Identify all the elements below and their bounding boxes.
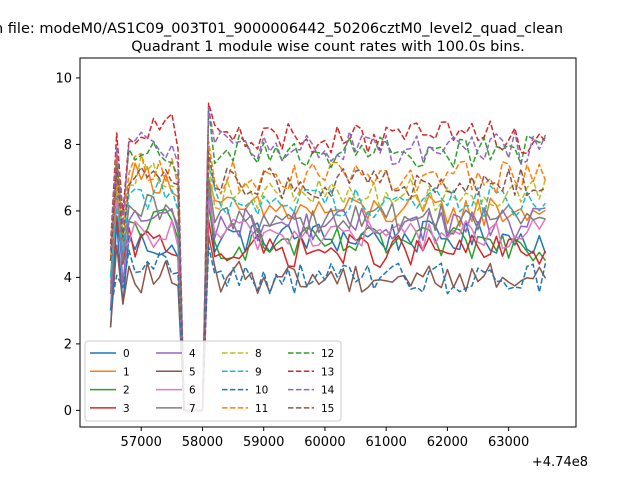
- y-axis: 0 2 4 6 8 10: [55, 71, 80, 419]
- legend-label-9: 9: [255, 366, 262, 378]
- y-tick-label: 4: [64, 271, 72, 286]
- y-tick-label: 8: [64, 138, 72, 153]
- y-tick-label: 6: [64, 204, 72, 219]
- legend-label-8: 8: [255, 348, 262, 360]
- x-axis: 57000 58000 59000 60000 61000 62000 63000: [121, 427, 529, 450]
- legend-label-3: 3: [123, 403, 130, 415]
- y-tick-label: 0: [64, 404, 72, 419]
- y-tick-label: 10: [55, 71, 72, 86]
- plot-frame: [79, 57, 577, 428]
- x-tick-label: 62000: [427, 435, 468, 450]
- legend-label-1: 1: [123, 366, 130, 378]
- figure-suptitle: n file: modeM0/AS1C09_003T01_9000006442_…: [0, 21, 563, 37]
- x-tick-label: 60000: [304, 435, 345, 450]
- x-tick-label: 63000: [488, 435, 529, 450]
- legend-label-10: 10: [255, 385, 268, 397]
- legend-label-14: 14: [321, 385, 335, 397]
- series-line-13: [109, 102, 546, 412]
- legend-label-5: 5: [189, 366, 196, 378]
- x-tick-label: 58000: [182, 435, 223, 450]
- legend-label-12: 12: [321, 348, 334, 360]
- legend-label-6: 6: [189, 385, 196, 397]
- legend-label-11: 11: [255, 403, 268, 415]
- x-tick-label: 61000: [365, 435, 406, 450]
- y-tick-label: 2: [64, 337, 72, 352]
- legend-label-13: 13: [321, 366, 334, 378]
- legend-label-4: 4: [189, 348, 196, 360]
- legend-label-2: 2: [123, 385, 130, 397]
- chart-title: Quadrant 1 module wise count rates with …: [131, 39, 525, 55]
- x-offset-label: +4.74e8: [532, 455, 588, 470]
- x-tick-label: 57000: [121, 435, 162, 450]
- legend-label-0: 0: [123, 348, 130, 360]
- x-tick-label: 59000: [243, 435, 284, 450]
- legend-label-7: 7: [189, 403, 196, 415]
- legend-box: [84, 340, 342, 422]
- legend-label-15: 15: [321, 403, 334, 415]
